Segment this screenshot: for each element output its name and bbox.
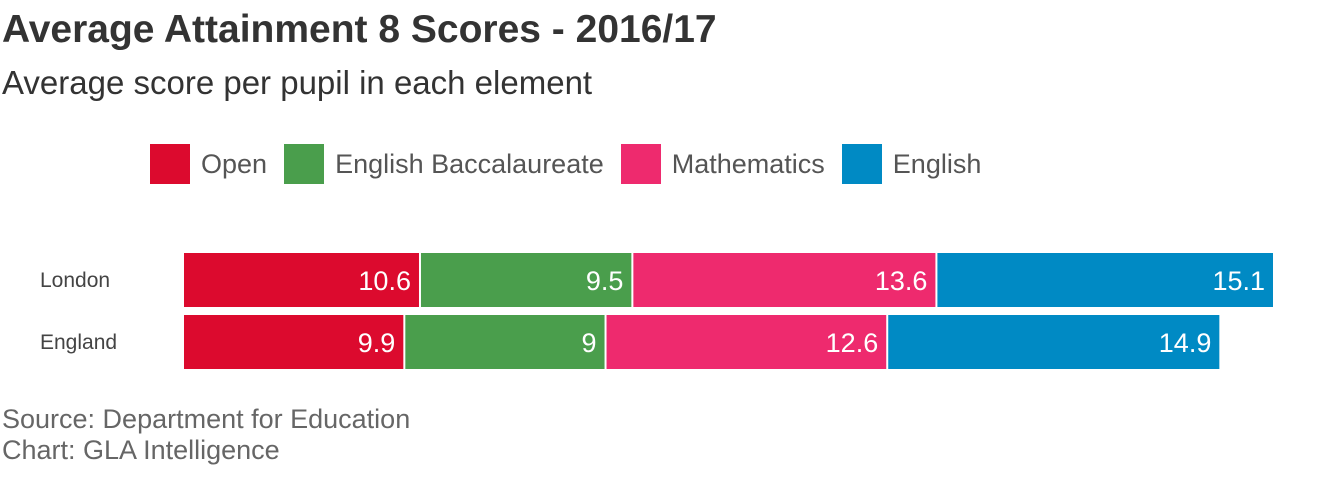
legend: Open English Baccalaureate Mathematics Engl… — [150, 143, 998, 185]
chart-subtitle: Average score per pupil in each element — [2, 64, 593, 101]
legend-label: English — [892, 148, 982, 179]
data-label: 13.6 — [875, 266, 928, 296]
chart-footer: Source: Department for Education Chart: … — [2, 404, 410, 466]
bar-london-open — [184, 253, 419, 307]
category-label: England — [40, 331, 117, 354]
category-label: London — [40, 269, 110, 292]
legend-swatch — [841, 144, 882, 184]
legend-label: English Baccalaureate — [335, 148, 604, 179]
bar-london-english — [937, 253, 1273, 307]
legend-item-open: Open — [150, 144, 267, 184]
data-label: 9.9 — [358, 328, 396, 358]
legend-item-mathematics: Mathematics — [620, 144, 825, 184]
legend-label: Mathematics — [671, 148, 825, 179]
legend-item-english-baccalaureate: English Baccalaureate — [284, 144, 604, 184]
source-note: Source: Department for Education — [2, 404, 411, 434]
legend-swatch — [620, 144, 661, 184]
data-label: 9 — [582, 328, 597, 358]
data-label: 9.5 — [586, 266, 624, 296]
bar-england-open — [184, 315, 404, 369]
data-label: 10.6 — [358, 266, 411, 296]
data-label: 15.1 — [1212, 266, 1265, 296]
credit-note: Chart: GLA Intelligence — [2, 435, 280, 465]
legend-swatch — [150, 144, 190, 184]
legend-label: Open — [201, 148, 268, 179]
legend-item-english: English — [841, 144, 982, 184]
bar-england-english — [888, 315, 1220, 369]
bar-london-english-baccalaureate — [420, 253, 632, 307]
legend-swatch — [284, 144, 325, 184]
bar-england-english-baccalaureate — [405, 315, 605, 369]
stacked-bar-chart: London 10.6 9.5 13.6 15.1 England 9.9 9 12.6 14.9 — [40, 253, 1273, 369]
bar-london-mathematics — [633, 253, 936, 307]
data-label: 14.9 — [1159, 328, 1212, 358]
bar-england-mathematics — [606, 315, 887, 369]
chart-title: Average Attainment 8 Scores - 2016/17 — [2, 8, 717, 51]
data-label: 12.6 — [826, 328, 879, 358]
